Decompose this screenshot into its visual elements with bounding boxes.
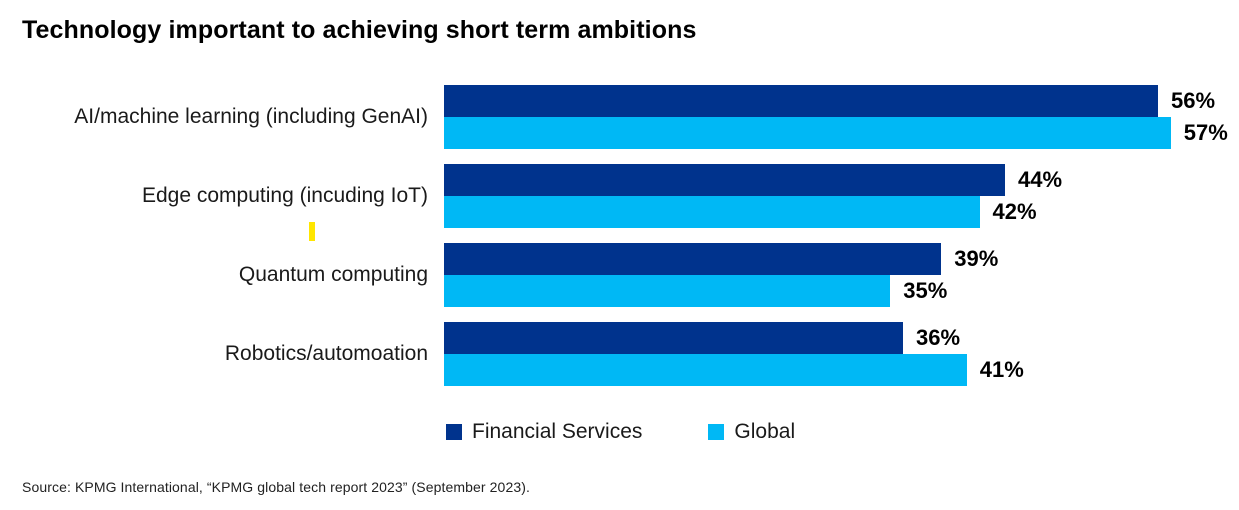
- bar-financial-services: [444, 322, 903, 354]
- bar-line: 42%: [444, 196, 1239, 228]
- legend-label-financial-services: Financial Services: [472, 420, 643, 443]
- bar-global: [444, 117, 1171, 149]
- category-label: Quantum computing: [238, 263, 428, 287]
- bar-financial-services: [444, 85, 1158, 117]
- legend-label-global: Global: [734, 420, 796, 443]
- bar-global: [444, 275, 891, 307]
- legend: Financial Services Global: [446, 420, 795, 444]
- bar-line: 36%: [444, 322, 1239, 354]
- bar-line: 35%: [444, 275, 1239, 307]
- value-label: 41%: [979, 357, 1024, 382]
- bar-line: 56%: [444, 85, 1239, 117]
- category-label: Edge computing (incuding IoT): [142, 184, 428, 208]
- bar-group: 39% 35%: [444, 243, 1239, 307]
- bar-group: 36% 41%: [444, 322, 1239, 386]
- bar-line: 57%: [444, 117, 1239, 149]
- value-label: 35%: [903, 278, 948, 303]
- legend-swatch-global: [708, 424, 725, 440]
- bar-chart: AI/machine learning (including GenAI) 56%…: [0, 85, 1239, 386]
- value-label: 39%: [954, 246, 999, 271]
- source-note: Source: KPMG International, “KPMG global…: [22, 479, 530, 495]
- value-label: 42%: [992, 199, 1037, 224]
- bar-group: 56% 57%: [444, 85, 1239, 149]
- value-label: 56%: [1171, 88, 1216, 113]
- value-label: 36%: [916, 325, 961, 350]
- chart-row: Robotics/automoation 36% 41%: [0, 322, 1239, 386]
- value-label: 44%: [1018, 167, 1063, 192]
- category-label: AI/machine learning (including GenAI): [74, 105, 428, 129]
- chart-row: AI/machine learning (including GenAI) 56%…: [0, 85, 1239, 149]
- bar-line: 39%: [444, 243, 1239, 275]
- bar-global: [444, 354, 967, 386]
- legend-item-financial-services: Financial Services: [446, 420, 642, 444]
- bar-global: [444, 196, 980, 228]
- bar-financial-services: [444, 243, 942, 275]
- yellow-marker: [309, 222, 315, 241]
- bar-group: 44% 42%: [444, 164, 1239, 228]
- legend-item-global: Global: [708, 420, 795, 444]
- bar-line: 44%: [444, 164, 1239, 196]
- chart-title: Technology important to achieving short …: [22, 16, 697, 44]
- bar-line: 41%: [444, 354, 1239, 386]
- legend-swatch-financial-services: [446, 424, 462, 440]
- chart-row: Quantum computing 39% 35%: [0, 243, 1239, 307]
- bar-financial-services: [444, 164, 1005, 196]
- category-label: Robotics/automoation: [224, 342, 428, 366]
- value-label: 57%: [1183, 120, 1228, 145]
- chart-row: Edge computing (incuding IoT) 44% 42%: [0, 164, 1239, 228]
